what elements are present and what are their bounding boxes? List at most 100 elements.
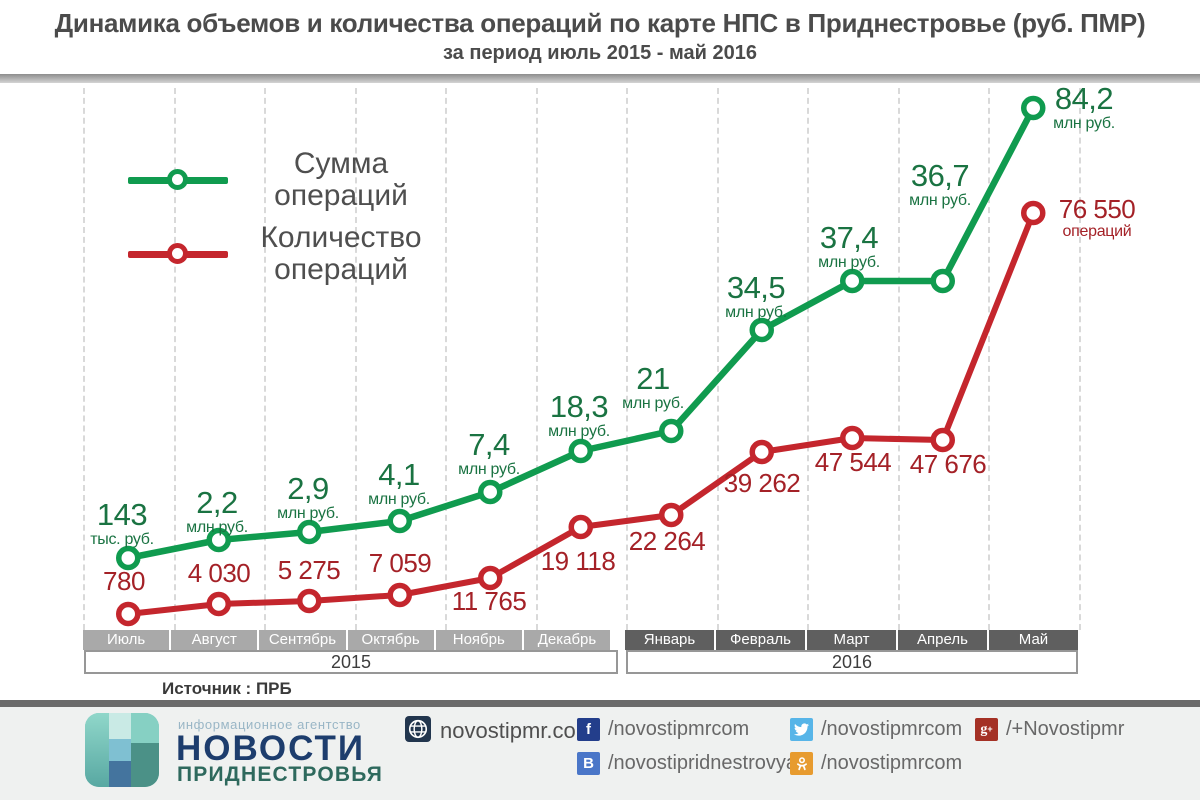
title-separator — [0, 74, 1200, 83]
data-label-value: 37,4 — [819, 220, 879, 255]
month-label: Июль — [83, 630, 170, 650]
agency-logo — [85, 713, 159, 787]
data-label: 18,3 млн руб. — [504, 391, 654, 440]
data-label-value: 7,4 — [468, 427, 510, 462]
legend-label-count: Количество операций — [260, 221, 422, 287]
data-label-value: 2,2 — [196, 485, 238, 520]
social-link-odnoklassniki[interactable]: /novostipmrcom — [790, 752, 962, 775]
legend-item-sum: Сумма операций — [108, 147, 436, 213]
data-label: 21 млн руб. — [578, 363, 728, 412]
month-band-2016: Январь Февраль Март Апрель Май — [625, 630, 1078, 650]
data-label: 19 118 — [503, 548, 653, 574]
data-label-value: 34,5 — [726, 270, 786, 305]
data-label-unit: млн руб. — [909, 192, 971, 209]
globe-icon — [405, 716, 431, 742]
social-handle[interactable]: /novostipmrcom — [821, 718, 963, 740]
gridline — [445, 88, 447, 630]
source-note: Источник : ПРБ — [162, 679, 292, 698]
data-label-unit: млн руб. — [818, 254, 880, 271]
data-label-value: 5 275 — [277, 555, 341, 585]
logo-block — [109, 713, 131, 739]
legend-item-count: Количество операций — [108, 221, 436, 287]
data-label-value: 39 262 — [723, 468, 801, 498]
data-label: 36,7 млн руб. — [865, 160, 1015, 209]
data-point-marker — [749, 317, 774, 343]
month-label: Февраль — [716, 630, 805, 650]
data-label: 5 275 — [234, 557, 384, 583]
data-label: 11 765 — [414, 588, 564, 614]
data-label: 84,2 млн руб. — [1009, 83, 1159, 132]
data-point-marker — [659, 502, 684, 528]
logo-block — [109, 739, 131, 761]
data-label-value: 7 059 — [368, 548, 432, 578]
data-point-marker — [568, 514, 593, 540]
count-series-marker-icon — [128, 243, 228, 265]
data-point-marker — [297, 588, 322, 614]
logo-block — [85, 713, 109, 787]
data-point-marker — [840, 268, 865, 294]
data-label: 22 264 — [592, 528, 742, 554]
data-label-unit: млн руб. — [1053, 115, 1115, 132]
month-label: Март — [807, 630, 896, 650]
data-point-marker — [840, 425, 865, 451]
agency-name: НОВОСТИ — [176, 729, 366, 768]
data-label: 37,4 млн руб. — [774, 222, 924, 271]
gridline — [807, 88, 809, 630]
social-handle[interactable]: /novostipmrcom — [608, 718, 750, 740]
logo-block — [109, 761, 131, 787]
social-link-facebook[interactable]: f/novostipmrcom — [577, 718, 749, 741]
data-label-value: 47 676 — [909, 449, 987, 479]
data-label-value: 47 544 — [814, 447, 892, 477]
data-point-marker — [387, 508, 412, 534]
data-label: 143 тыс. руб. — [47, 499, 197, 548]
data-label-unit: млн руб. — [458, 461, 520, 478]
agency-type: информационное агентство — [178, 717, 361, 732]
page-subtitle: за период июль 2015 - май 2016 — [443, 42, 757, 64]
vk-icon[interactable]: B — [577, 752, 600, 775]
social-handle[interactable]: /+Novostipmr — [1006, 718, 1125, 740]
odnoklassniki-icon[interactable] — [790, 752, 813, 775]
month-label: Сентябрь — [259, 630, 346, 650]
gridline — [1078, 88, 1081, 630]
data-point-marker — [297, 519, 322, 545]
data-label: 7 059 — [325, 550, 475, 576]
count-ring-swatch — [167, 243, 188, 265]
month-label: Январь — [625, 630, 714, 650]
data-point-marker — [930, 427, 955, 453]
data-label-value: 4 030 — [187, 558, 251, 588]
social-link-twitter[interactable]: /novostipmrcom — [790, 718, 962, 741]
facebook-icon[interactable]: f — [577, 718, 600, 741]
data-label: 39 262 — [687, 470, 837, 496]
website-link[interactable]: novostipmr.com — [440, 718, 595, 743]
social-link-vk[interactable]: B/novostipridnestrovya — [577, 752, 797, 775]
data-point-marker — [659, 418, 684, 444]
data-label-value: 22 264 — [628, 526, 706, 556]
data-point-marker — [387, 582, 412, 608]
data-label: 2,9 млн руб. — [233, 473, 383, 522]
gridline — [83, 88, 85, 630]
data-label-value: 84,2 — [1054, 81, 1114, 116]
month-label: Декабрь — [523, 630, 611, 650]
sum-series-marker-icon — [128, 169, 228, 191]
data-label: 7,4 млн руб. — [414, 429, 564, 478]
legend-label-sum: Сумма операций — [274, 147, 408, 213]
month-label: Апрель — [898, 630, 987, 650]
social-link-google-plus[interactable]: g + /+Novostipmr — [975, 718, 1124, 741]
month-band-2015: Июль Август Сентябрь Октябрь Ноябрь Декабрь — [83, 630, 611, 650]
data-label-value: 18,3 — [549, 389, 609, 424]
twitter-icon[interactable] — [790, 718, 813, 741]
data-point-marker — [116, 601, 141, 627]
data-point-marker — [568, 438, 593, 464]
data-point-marker — [930, 268, 955, 294]
data-label-value: 2,9 — [287, 471, 329, 506]
google-plus-icon[interactable]: g + — [975, 718, 998, 741]
data-label-unit: млн руб. — [725, 304, 787, 321]
data-point-marker — [478, 479, 503, 505]
month-label: Октябрь — [347, 630, 434, 650]
data-label: 47 544 — [778, 449, 928, 475]
data-label-value: 36,7 — [910, 158, 970, 193]
social-handle[interactable]: /novostipridnestrovya — [608, 752, 797, 774]
social-handle[interactable]: /novostipmrcom — [821, 752, 963, 774]
